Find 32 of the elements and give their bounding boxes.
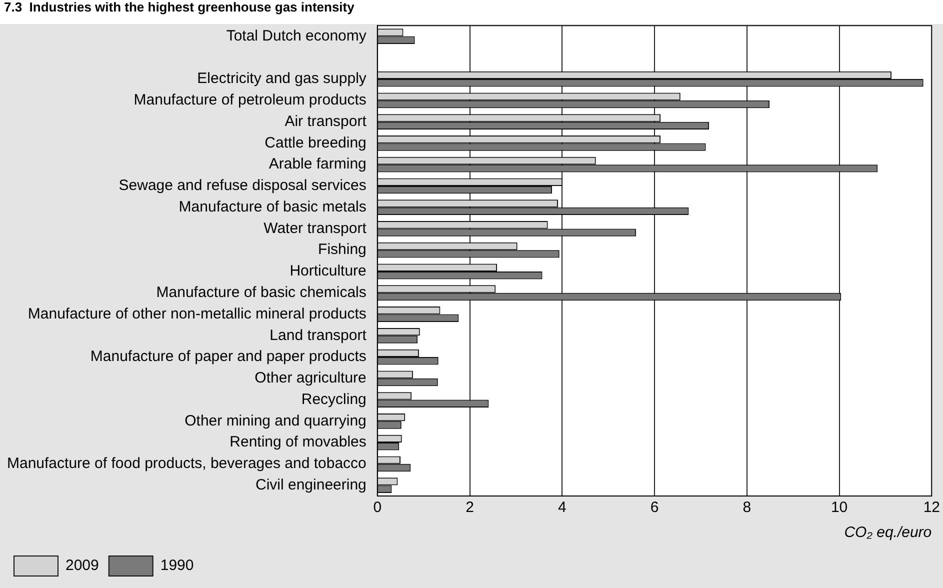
- y-tick-label: Electricity and gas supply: [197, 70, 367, 88]
- x-tick-label: 10: [830, 499, 848, 516]
- x-tick-label: 12: [923, 499, 940, 516]
- x-tick-label: 2: [466, 499, 474, 516]
- y-tick-label: Other mining and quarrying: [184, 412, 366, 430]
- y-tick-label: Manufacture of paper and paper products: [90, 348, 366, 366]
- y-tick-label: Total Dutch economy: [226, 27, 367, 44]
- y-tick-label: Manufacture of other non-metallic mineral products: [28, 305, 366, 322]
- y-tick-label: Arable farming: [268, 156, 366, 173]
- y-tick-label: Land transport: [270, 326, 368, 344]
- y-tick-label: Cattle breeding: [264, 134, 366, 152]
- y-tick-label: Water transport: [264, 220, 368, 237]
- y-tick-label: Renting of movables: [230, 434, 366, 451]
- y-tick-label: Manufacture of basic metals: [178, 198, 366, 216]
- x-axis-title: CO₂ eq./euro: [844, 524, 932, 542]
- y-tick-label: Manufacture of petroleum products: [134, 92, 366, 109]
- text: 7.3 Industries with the highest greenhouse gas intensity: [4, 0, 356, 14]
- y-tick-label: Civil engineering: [255, 476, 366, 494]
- y-tick-label: Recycling: [301, 390, 366, 408]
- y-tick-label: Other agriculture: [254, 370, 366, 387]
- y-tick-label: Manufacture of food products, beverages and tobacco: [6, 455, 366, 472]
- y-tick-label: Horticulture: [290, 262, 366, 280]
- x-tick-label: 4: [558, 499, 566, 516]
- y-tick-label: Sewage and refuse disposal services: [118, 177, 366, 194]
- y-tick-label: Fishing: [318, 241, 366, 258]
- legend-label: 1990: [160, 557, 194, 574]
- legend-label: 2009: [66, 557, 99, 574]
- y-tick-label: Manufacture of basic chemicals: [156, 284, 366, 302]
- x-tick-label: 6: [650, 499, 659, 516]
- y-tick-label: Air transport: [284, 112, 368, 130]
- x-tick-label: 8: [742, 499, 752, 516]
- x-tick-label: 0: [373, 499, 382, 516]
